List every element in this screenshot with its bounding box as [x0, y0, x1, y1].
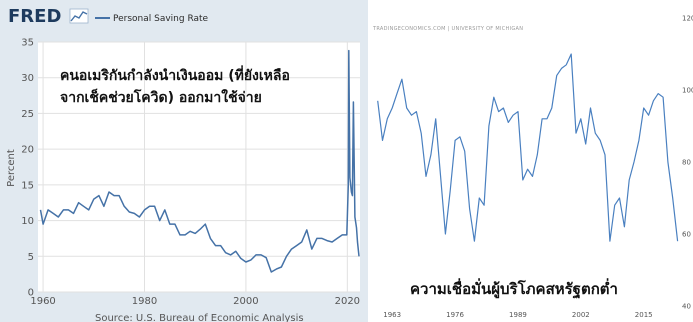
saving-rate-series-line — [39, 49, 360, 273]
x-tick-label: 1989 — [509, 311, 527, 319]
y-tick-label: 35 — [21, 38, 34, 49]
legend-label: Personal Saving Rate — [113, 14, 209, 24]
y-tick-label: 10 — [21, 216, 34, 227]
x-tick-label: 1963 — [383, 311, 401, 319]
x-tick-label: 1960 — [30, 296, 55, 307]
x-tick-labels: 1963 1976 1989 2002 2015 — [383, 311, 652, 319]
y-tick-label: 15 — [21, 180, 34, 191]
y-tick-labels: 40 60 80 100 120 — [682, 15, 693, 311]
x-tick-labels: 1960 1980 2000 2020 — [30, 296, 360, 307]
y-axis-label: Percent — [6, 149, 17, 187]
x-tick-label: 1980 — [132, 296, 157, 307]
overlay-text: ความเชื่อมั่นผู้บริโภคสหรัฐตกต่ำ — [410, 278, 618, 299]
y-tick-label: 40 — [682, 303, 691, 311]
x-tick-label: 2002 — [572, 311, 590, 319]
y-tick-label: 60 — [682, 231, 691, 239]
x-tick-label: 2020 — [335, 296, 360, 307]
consumer-sentiment-panel: TRADINGECONOMICS.COM | UNIVERSITY OF MIC… — [368, 0, 693, 322]
watermark: TRADINGECONOMICS.COM | UNIVERSITY OF MIC… — [372, 26, 523, 32]
x-tick-label: 2000 — [233, 296, 258, 307]
x-tick-label: 2015 — [635, 311, 653, 319]
fred-logo-graph-icon — [69, 8, 89, 24]
y-tick-label: 120 — [682, 15, 693, 23]
fred-logo: FRED — [8, 6, 61, 27]
gridlines — [38, 41, 360, 293]
saving-rate-chart: FRED Personal Saving Rate 0 5 10 15 20 25 30 35… — [6, 6, 360, 322]
fred-chart-panel: FRED Personal Saving Rate 0 5 10 15 20 25 30 35… — [0, 0, 368, 322]
y-tick-label: 20 — [21, 145, 34, 156]
source-note: Source: U.S. Bureau of Economic Analysis — [95, 313, 304, 322]
overlay-text-line-2: จากเช็คช่วยโควิด) ออกมาใช้จ่าย — [60, 88, 262, 106]
y-tick-label: 80 — [682, 159, 691, 167]
overlay-text-line-1: คนอเมริกันกำลังนำเงินออม (ที่ยังเหลือ — [60, 65, 290, 84]
y-tick-label: 5 — [28, 252, 34, 263]
y-tick-labels: 0 5 10 15 20 25 30 35 — [21, 38, 34, 299]
plot-area — [38, 42, 360, 292]
y-tick-label: 100 — [682, 87, 693, 95]
consumer-sentiment-chart: TRADINGECONOMICS.COM | UNIVERSITY OF MIC… — [372, 15, 693, 320]
x-tick-label: 1976 — [446, 311, 464, 319]
y-tick-label: 30 — [21, 73, 34, 84]
y-tick-label: 0 — [28, 288, 34, 299]
sentiment-series-line — [377, 53, 679, 242]
y-tick-label: 25 — [21, 109, 34, 120]
